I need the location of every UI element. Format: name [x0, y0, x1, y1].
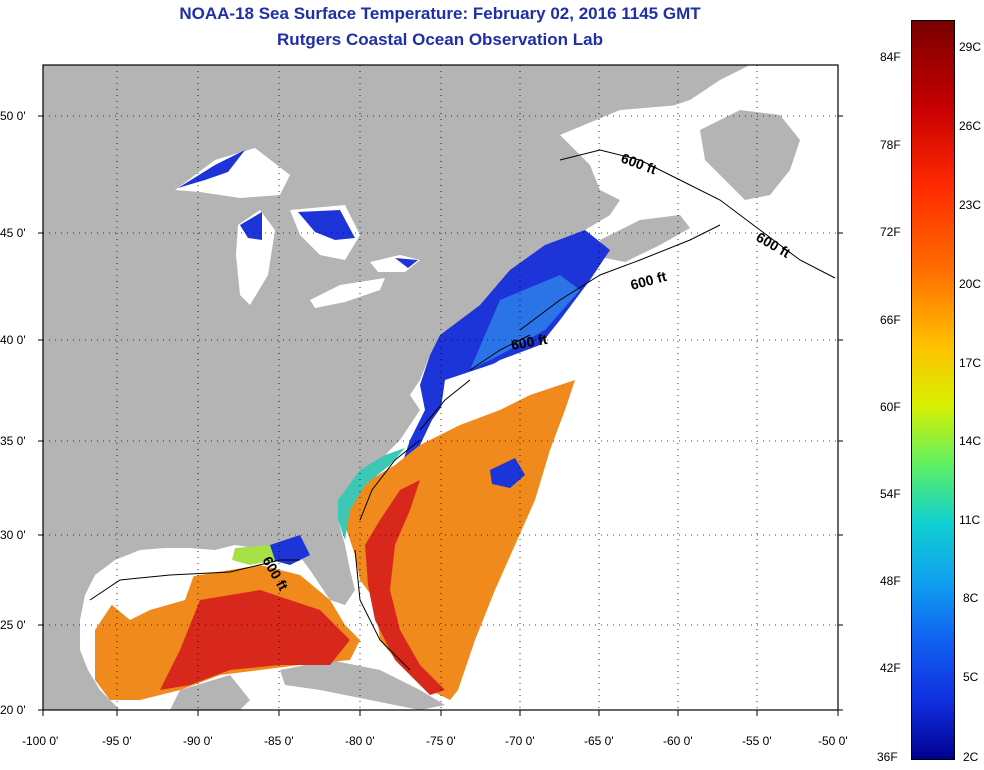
lat-label-50: 50 0' [0, 109, 26, 123]
coastal-cool-strip [338, 448, 405, 540]
gulf-cold-spot [270, 535, 310, 565]
isobath-contours [89, 149, 836, 671]
graticule [43, 65, 838, 710]
cb-c-29: 29C [959, 40, 982, 54]
tick-marks [38, 115, 843, 716]
gulf-stream-core [365, 480, 445, 695]
cb-c-2: 2C [963, 750, 979, 764]
lat-label-30: 30 0' [0, 528, 26, 542]
cb-f-48: 48F [880, 574, 901, 588]
lon-label-85: -85 0' [264, 734, 294, 748]
lat-label-45: 45 0' [0, 226, 26, 240]
cloud-mid-atlantic [440, 350, 560, 420]
map-title: NOAA-18 Sea Surface Temperature: Februar… [179, 4, 701, 23]
lon-label-90: -90 0' [183, 734, 213, 748]
gulf-warm-core [160, 590, 350, 690]
cb-f-72: 72F [880, 225, 901, 239]
newfoundland [700, 110, 800, 200]
lat-label-35: 35 0' [0, 434, 26, 448]
gulf-st-lawrence [560, 105, 700, 205]
cb-c-11: 11C [959, 513, 981, 527]
cb-f-60: 60F [880, 400, 901, 414]
lon-label-65: -65 0' [584, 734, 614, 748]
cb-c-17: 17C [959, 356, 982, 370]
shelf-water-mid [470, 275, 580, 370]
lon-label-55: -55 0' [742, 734, 772, 748]
yucatan [170, 675, 250, 710]
cb-f-54: 54F [880, 487, 901, 501]
lake-michigan-sst [240, 212, 262, 240]
lake-huron-sst [298, 210, 355, 240]
cb-c-8: 8C [963, 591, 979, 605]
lake-superior-sst [178, 150, 245, 188]
cuba [280, 660, 445, 710]
lon-label-100: -100 0' [22, 734, 58, 748]
cb-f-42: 42F [880, 661, 901, 675]
cb-c-5: 5C [963, 670, 979, 684]
map-subtitle: Rutgers Coastal Ocean Observation Lab [277, 30, 603, 49]
lat-label-25: 25 0' [0, 618, 26, 632]
nova-scotia [600, 215, 690, 262]
temperature-colorbar [911, 20, 955, 760]
sst-map: 600 ft 600 ft 600 ft 600 ft 600 ft [0, 64, 848, 748]
gulf-coastal-green [232, 545, 275, 565]
cb-c-20: 20C [959, 277, 982, 291]
cb-f-78: 78F [880, 138, 901, 152]
lat-label-40: 40 0' [0, 333, 26, 347]
cb-f-36: 36F [877, 750, 898, 764]
cb-c-26: 26C [959, 119, 982, 133]
cold-eddy [490, 458, 525, 488]
cb-c-14: 14C [959, 434, 982, 448]
land-mass [43, 65, 750, 710]
atlantic-warm-water [345, 380, 575, 700]
lon-label-70: -70 0' [505, 734, 535, 748]
cb-c-23: 23C [959, 198, 982, 212]
lake-superior [175, 148, 290, 198]
lon-label-80: -80 0' [345, 734, 375, 748]
lake-ontario-sst [395, 258, 418, 268]
lon-label-75: -75 0' [426, 734, 456, 748]
lon-label-95: -95 0' [102, 734, 132, 748]
lon-label-60: -60 0' [663, 734, 693, 748]
cb-f-66: 66F [880, 313, 901, 327]
lat-label-20: 20 0' [0, 703, 26, 717]
isobath-label-4: 600 ft [510, 331, 549, 353]
lon-label-50: -50 0' [818, 734, 848, 748]
cb-f-84: 84F [880, 50, 901, 64]
lake-erie [310, 278, 385, 308]
